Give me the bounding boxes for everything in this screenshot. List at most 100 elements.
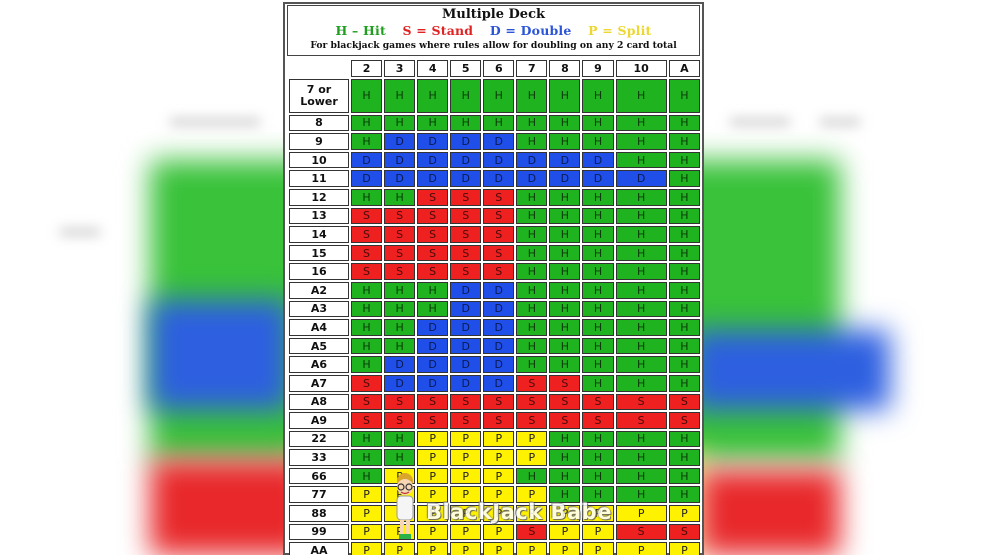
action-cell: H [351, 449, 383, 466]
action-cell: P [516, 430, 548, 448]
action-cell: P [582, 523, 614, 541]
action-cell: P [516, 449, 548, 466]
action-cell: H [516, 207, 548, 225]
action-cell: H [549, 356, 581, 373]
action-cell: P [516, 505, 548, 522]
action-cell: S [351, 226, 383, 243]
action-cell: S [417, 263, 449, 280]
action-cell: S [668, 412, 700, 429]
action-cell: D [450, 170, 482, 187]
action-cell: P [450, 523, 482, 541]
action-cell: D [450, 374, 482, 392]
action-cell: H [582, 281, 614, 299]
player-hand-label: 10 [289, 151, 349, 169]
action-cell: H [483, 114, 515, 132]
player-hand-label: 66 [289, 467, 349, 485]
action-cell: S [615, 523, 667, 541]
action-cell: H [615, 486, 667, 504]
action-cell: P [483, 542, 515, 555]
action-cell: D [450, 151, 482, 169]
action-cell: S [483, 207, 515, 225]
action-cell: H [549, 300, 581, 318]
action-cell: S [351, 374, 383, 392]
action-cell: D [582, 151, 614, 169]
action-cell: D [615, 170, 667, 187]
action-cell: H [668, 226, 700, 243]
action-cell: D [549, 151, 581, 169]
action-cell: H [582, 486, 614, 504]
action-cell: D [516, 151, 548, 169]
action-cell: H [516, 467, 548, 485]
action-cell: H [668, 151, 700, 169]
action-cell: D [516, 170, 548, 187]
action-cell: S [450, 207, 482, 225]
action-cell: H [582, 449, 614, 466]
action-cell: S [384, 207, 416, 225]
action-cell: H [351, 78, 383, 113]
action-cell: S [417, 393, 449, 411]
dealer-card-header: 8 [549, 60, 581, 77]
action-cell: H [582, 226, 614, 243]
action-cell: H [668, 170, 700, 187]
action-cell: D [483, 337, 515, 355]
dealer-card-header: 4 [417, 60, 449, 77]
action-cell: H [582, 374, 614, 392]
player-hand-label: 9 [289, 133, 349, 150]
action-cell: H [450, 114, 482, 132]
action-cell: H [615, 319, 667, 336]
action-cell: S [384, 244, 416, 262]
action-cell: H [351, 356, 383, 373]
strategy-table-body: 7 or Lower H H H H H H H H H H 8 H H H H H H H H H H 9 H D D D D H H H… [289, 78, 700, 555]
action-cell: S [417, 412, 449, 429]
action-cell: H [668, 78, 700, 113]
action-cell: S [483, 263, 515, 280]
action-cell: D [417, 170, 449, 187]
action-cell: D [450, 133, 482, 150]
action-cell: H [549, 226, 581, 243]
action-cell: D [384, 133, 416, 150]
action-cell: H [483, 78, 515, 113]
action-cell: D [582, 170, 614, 187]
action-cell: H [351, 337, 383, 355]
action-cell: H [668, 207, 700, 225]
player-hand-label: A2 [289, 281, 349, 299]
action-cell: P [417, 486, 449, 504]
action-cell: P [483, 430, 515, 448]
action-cell: H [668, 356, 700, 373]
action-cell: H [351, 281, 383, 299]
action-cell: S [450, 393, 482, 411]
action-cell: H [417, 114, 449, 132]
action-cell: S [549, 412, 581, 429]
action-cell: P [417, 449, 449, 466]
table-row: A4 H H D D D H H H H H [289, 319, 700, 336]
action-cell: P [351, 505, 383, 522]
action-cell: S [615, 393, 667, 411]
action-cell: H [615, 281, 667, 299]
watermark-text: BlackJack Babe [426, 500, 612, 524]
action-cell: H [417, 300, 449, 318]
action-cell: P [417, 523, 449, 541]
action-cell: P [549, 542, 581, 555]
action-cell: H [351, 114, 383, 132]
action-cell: P [351, 542, 383, 555]
action-cell: H [582, 263, 614, 280]
action-cell: S [417, 207, 449, 225]
player-hand-label: A4 [289, 319, 349, 336]
action-cell: P [668, 542, 700, 555]
action-cell: H [668, 300, 700, 318]
action-cell: S [384, 226, 416, 243]
strategy-chart-card: Multiple Deck H – Hit S = Stand D = Doub… [283, 2, 704, 555]
player-hand-label: A6 [289, 356, 349, 373]
action-cell: H [582, 300, 614, 318]
action-cell: D [483, 281, 515, 299]
action-cell: P [483, 505, 515, 522]
action-cell: H [549, 263, 581, 280]
action-cell: D [483, 356, 515, 373]
action-cell: H [417, 78, 449, 113]
table-corner [289, 60, 349, 77]
action-cell: D [384, 170, 416, 187]
action-cell: H [516, 300, 548, 318]
action-cell: S [516, 523, 548, 541]
action-cell: H [668, 263, 700, 280]
player-hand-label: 33 [289, 449, 349, 466]
